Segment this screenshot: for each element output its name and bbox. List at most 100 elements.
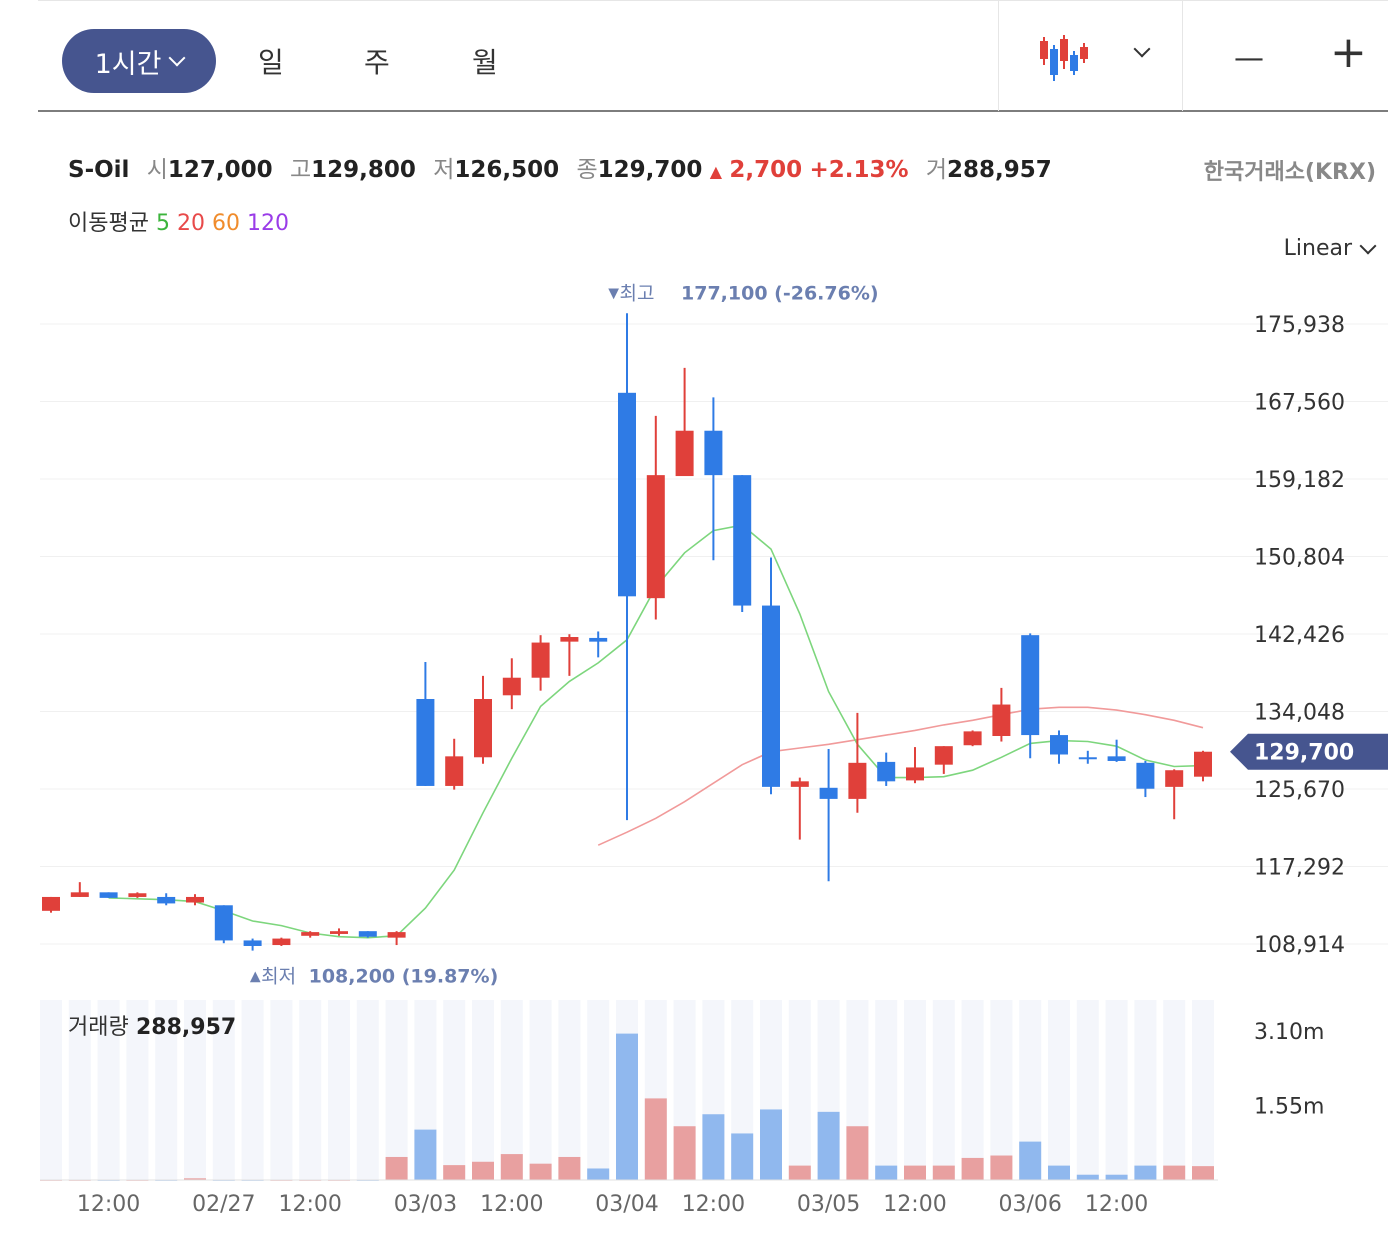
volume-column-bg <box>40 1000 62 1180</box>
time-axis-label: 12:00 <box>1085 1192 1148 1217</box>
candle-body <box>531 642 550 678</box>
price-axis-label: 125,670 <box>1254 778 1345 803</box>
volume-bar <box>184 1178 206 1180</box>
ma-legend[interactable]: 이동평균 5 20 60 120 <box>68 205 289 237</box>
candlestick-icon <box>1040 35 1088 81</box>
candle-body <box>790 781 809 787</box>
time-axis-label: 12:00 <box>278 1192 341 1217</box>
candle-body <box>1050 735 1068 755</box>
volume-bar <box>904 1165 926 1180</box>
time-axis-label: 02/27 <box>192 1192 255 1217</box>
volume-bar <box>385 1156 408 1180</box>
volume-column-bg <box>932 1000 955 1180</box>
volume-column-bg <box>558 1000 581 1180</box>
volume-column-bg <box>299 1000 322 1180</box>
price-axis-label: 159,182 <box>1254 468 1345 493</box>
ma-5-label: 5 <box>155 211 170 236</box>
min-annotation-label: 최저 <box>261 966 296 988</box>
candle-body <box>618 392 636 597</box>
price-axis-label: 167,560 <box>1254 391 1345 416</box>
price-axis-label: 175,938 <box>1254 313 1345 338</box>
candle-body <box>963 731 982 746</box>
max-annotation-value: 177,100 (-26.76%) <box>681 282 879 304</box>
candle-body <box>1078 757 1097 760</box>
volume-bar <box>1105 1174 1128 1180</box>
candle-body <box>560 637 579 642</box>
candle-body <box>1107 756 1126 761</box>
volume-bar <box>932 1165 955 1180</box>
close-label: 종 <box>576 157 598 183</box>
close-value: 129,700 <box>597 157 703 183</box>
high-label: 고 <box>290 157 312 183</box>
volume-column-bg <box>68 1000 91 1180</box>
candle-body <box>502 677 521 696</box>
period-tab-day[interactable]: 일 <box>258 46 284 79</box>
candle-body <box>589 637 608 642</box>
scale-mode-dropdown[interactable]: Linear <box>1284 236 1377 261</box>
candle-layer <box>42 313 1212 951</box>
zoom-out-button[interactable]: — <box>1234 41 1264 76</box>
volume-bar <box>472 1161 494 1180</box>
ma20-line <box>597 706 1204 846</box>
volume-column-bg <box>1134 1000 1157 1180</box>
candle-body <box>1194 751 1212 777</box>
volume-bar <box>875 1165 898 1180</box>
zoom-in-button[interactable]: + <box>1330 27 1367 78</box>
volume-title-value: 288,957 <box>136 1015 236 1040</box>
candle-body <box>1021 635 1040 736</box>
volume-title: 거래량 <box>68 1015 129 1040</box>
volume-bar <box>990 1155 1013 1180</box>
volume-bar <box>644 1098 667 1180</box>
volume-bar <box>961 1157 984 1180</box>
volume-column-bg <box>328 1000 350 1180</box>
volume-bar <box>788 1165 811 1180</box>
min-annotation-value: 108,200 (19.87%) <box>309 966 499 988</box>
period-dropdown-1h[interactable]: 1시간 <box>62 29 216 93</box>
volume-column-bg <box>788 1000 811 1180</box>
candle-body <box>301 932 320 936</box>
exchange-name: 한국거래소(KRX) <box>1203 160 1376 185</box>
volume-label: 거 <box>925 157 948 183</box>
volume-column-bg <box>472 1000 494 1180</box>
price-axis-label: 134,048 <box>1254 701 1345 726</box>
volume-bar <box>1019 1141 1042 1180</box>
candle-body <box>445 756 464 786</box>
price-axis-label: 142,426 <box>1254 623 1345 648</box>
volume-bar <box>702 1114 725 1180</box>
volume-bar <box>500 1154 523 1180</box>
candle-body <box>157 896 176 904</box>
candle-body <box>474 698 492 758</box>
candle-body <box>848 762 867 799</box>
period-tab-month[interactable]: 월 <box>472 46 498 79</box>
candle-body <box>675 430 694 477</box>
time-axis-label: 03/05 <box>797 1192 860 1217</box>
chart-type-button[interactable] <box>1038 35 1090 83</box>
volume-value: 288,957 <box>947 157 1052 183</box>
volume-column-bg <box>126 1000 149 1180</box>
ma-120-label: 120 <box>246 211 289 236</box>
candle-body <box>877 761 896 782</box>
current-price-label: 129,700 <box>1254 741 1354 766</box>
volume-column-bg <box>500 1000 523 1180</box>
candle-body <box>733 475 752 606</box>
candle-body <box>42 896 60 911</box>
volume-bar <box>731 1133 754 1180</box>
candle-body <box>934 746 953 765</box>
open-label: 시 <box>146 157 168 183</box>
volume-column-bg <box>385 1000 408 1180</box>
candle-body <box>819 787 838 799</box>
volume-column-bg <box>587 1000 610 1180</box>
time-axis-label: 12:00 <box>480 1192 543 1217</box>
volume-column-bg <box>529 1000 552 1180</box>
volume-column-bg <box>904 1000 926 1180</box>
candle-body <box>330 931 348 934</box>
stock-name: S-Oil <box>68 157 130 183</box>
volume-bar <box>1076 1174 1099 1180</box>
volume-axis-label: 1.55m <box>1254 1095 1324 1120</box>
volume-column-bg <box>1019 1000 1042 1180</box>
period-dropdown-label: 1시간 <box>94 48 162 80</box>
volume-bar <box>558 1156 581 1180</box>
period-tab-week[interactable]: 주 <box>364 46 390 79</box>
volume-column-bg <box>270 1000 293 1180</box>
